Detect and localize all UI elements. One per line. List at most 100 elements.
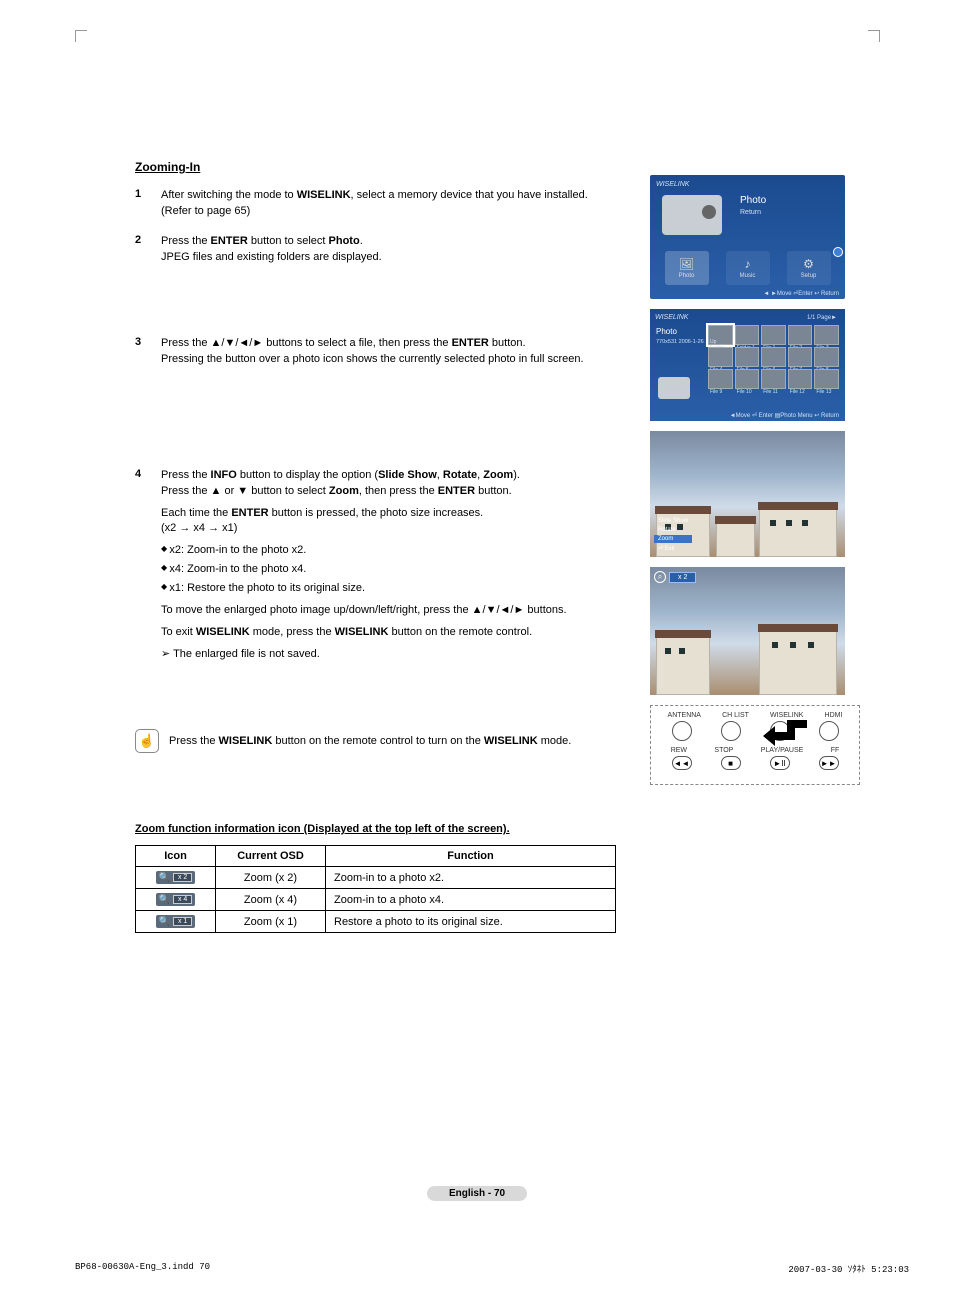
osd-zoom: Zoom bbox=[654, 535, 692, 543]
step-3: 3 Press the ▲/▼/◄/► buttons to select a … bbox=[135, 336, 605, 368]
document-meta: BP68-00630A-Eng_3.indd 70 2007-03-30 ｿﾀﾈ… bbox=[75, 1262, 909, 1275]
steps-list: 1 After switching the mode to WISELINK, … bbox=[135, 188, 605, 669]
wiselink-button bbox=[770, 721, 790, 741]
zoom-level-label: x 2 bbox=[669, 572, 696, 583]
grid-cell: Folder 1 bbox=[735, 325, 760, 345]
step-number: 2 bbox=[135, 234, 161, 266]
photo-osd-screenshot: Slide Show Rotate Zoom ⏎ Exit bbox=[650, 431, 845, 557]
label-rew: REW bbox=[671, 747, 687, 754]
zoom-indicator: ⌕ x 2 bbox=[654, 571, 696, 583]
section-title: Zooming-In bbox=[135, 160, 880, 174]
return-label: Return bbox=[740, 209, 761, 216]
step-1: 1 After switching the mode to WISELINK, … bbox=[135, 188, 605, 220]
magnifier-icon: 🔍 bbox=[159, 894, 170, 905]
list-item: x4: Zoom-in to the photo x4. bbox=[161, 562, 567, 578]
enlarged-note: The enlarged file is not saved. bbox=[161, 647, 567, 663]
grid-cell: File 7 bbox=[788, 347, 813, 367]
grid-cell: Up Folder bbox=[708, 325, 733, 345]
brand-label: WISELINK bbox=[656, 181, 839, 188]
side-meta: 770x531 2006-1-26 1/10 bbox=[656, 339, 716, 346]
photo-zoom-screenshot: ⌕ x 2 bbox=[650, 567, 845, 695]
th-func: Function bbox=[326, 846, 616, 867]
label-ff: FF bbox=[831, 747, 840, 754]
zoom-table: Icon Current OSD Function 🔍x 2 Zoom (x 2… bbox=[135, 845, 616, 933]
tile-music: ♪Music bbox=[726, 251, 770, 285]
zoom-table-title: Zoom function information icon (Displaye… bbox=[135, 823, 880, 835]
grid-cell: File 12 bbox=[788, 369, 813, 389]
camera-illustration bbox=[662, 195, 722, 235]
gear-icon: ⚙ bbox=[803, 257, 814, 271]
step-4: 4 Press the INFO button to display the o… bbox=[135, 468, 605, 669]
screenshots-column: WISELINK Photo Return 🖼Photo ♪Music ⚙Set… bbox=[650, 175, 880, 785]
rew-button: ◄◄ bbox=[672, 756, 692, 770]
pager-label: 1/1 Page► bbox=[807, 315, 837, 321]
music-icon: ♪ bbox=[745, 257, 751, 271]
zoom-icon: 🔍x 2 bbox=[156, 871, 196, 884]
stop-button: ■ bbox=[721, 756, 741, 770]
magnifier-icon: ⌕ bbox=[654, 571, 666, 583]
indd-filename: BP68-00630A-Eng_3.indd 70 bbox=[75, 1262, 210, 1275]
grid-cell: File 10 bbox=[735, 369, 760, 389]
table-row: 🔍x 1 Zoom (x 1) Restore a photo to its o… bbox=[136, 911, 616, 933]
step-number: 4 bbox=[135, 468, 161, 669]
side-title: Photo bbox=[656, 327, 677, 336]
callout-arrow-icon bbox=[761, 714, 813, 748]
list-item: x2: Zoom-in to the photo x2. bbox=[161, 543, 567, 559]
list-item: x1: Restore the photo to its original si… bbox=[161, 581, 567, 597]
grid-cell: File 1 bbox=[761, 325, 786, 345]
th-osd: Current OSD bbox=[216, 846, 326, 867]
osd-rotate: Rotate bbox=[654, 526, 692, 534]
antenna-button bbox=[672, 721, 692, 741]
zoom-icon: 🔍x 4 bbox=[156, 893, 196, 906]
remote-diagram: ANTENNA CH LIST WISELINK HDMI REW STOP P… bbox=[650, 705, 860, 785]
photo-label: Photo bbox=[740, 195, 766, 206]
grid-cell: File 8 bbox=[814, 347, 839, 367]
camera-illustration bbox=[658, 377, 690, 399]
grid-cell: File 3 bbox=[814, 325, 839, 345]
table-row: 🔍x 4 Zoom (x 4) Zoom-in to a photo x4. bbox=[136, 889, 616, 911]
osd-options: Slide Show Rotate Zoom ⏎ Exit bbox=[654, 517, 692, 553]
nav-hints: ◄Move ⏎ Enter ▤Photo Menu ↩ Return bbox=[730, 412, 839, 419]
step-body: Press the ENTER button to select Photo. … bbox=[161, 234, 382, 266]
tile-photo: 🖼Photo bbox=[665, 251, 709, 285]
chlist-button bbox=[721, 721, 741, 741]
label-stop: STOP bbox=[714, 747, 733, 754]
photo-icon: 🖼 bbox=[679, 257, 694, 271]
ff-button: ►► bbox=[819, 756, 839, 770]
label-antenna: ANTENNA bbox=[668, 712, 701, 719]
label-chlist: CH LIST bbox=[722, 712, 749, 719]
step-body: Press the INFO button to display the opt… bbox=[161, 468, 567, 669]
grid-cell: File 9 bbox=[708, 369, 733, 389]
osd-exit: ⏎ Exit bbox=[654, 544, 692, 553]
timestamp: 2007-03-30 ｿﾀﾈﾄ 5:23:03 bbox=[788, 1262, 909, 1275]
grid-cell: File 13 bbox=[814, 369, 839, 389]
step-body: After switching the mode to WISELINK, se… bbox=[161, 188, 588, 220]
grid-cell: File 2 bbox=[788, 325, 813, 345]
page-footer: English - 70 bbox=[0, 1186, 954, 1201]
step-body: Press the ▲/▼/◄/► buttons to select a fi… bbox=[161, 336, 584, 368]
photo-browser-screenshot: WISELINK 1/1 Page► Photo 770x531 2006-1-… bbox=[650, 309, 845, 421]
grid-cell: File 5 bbox=[735, 347, 760, 367]
wiselink-menu-screenshot: WISELINK Photo Return 🖼Photo ♪Music ⚙Set… bbox=[650, 175, 845, 299]
play-button: ►II bbox=[770, 756, 790, 770]
thumbnail-grid: Up Folder Folder 1 File 1 File 2 File 3 … bbox=[708, 325, 839, 389]
zoom-levels-list: x2: Zoom-in to the photo x2. x4: Zoom-in… bbox=[161, 543, 567, 597]
selection-ring-icon bbox=[833, 247, 843, 257]
osd-slide-show: Slide Show bbox=[654, 517, 692, 525]
table-row: 🔍x 2 Zoom (x 2) Zoom-in to a photo x2. bbox=[136, 867, 616, 889]
zoom-icon: 🔍x 1 bbox=[156, 915, 196, 928]
grid-cell: File 6 bbox=[761, 347, 786, 367]
step-2: 2 Press the ENTER button to select Photo… bbox=[135, 234, 605, 266]
step-number: 3 bbox=[135, 336, 161, 368]
magnifier-icon: 🔍 bbox=[159, 916, 170, 927]
grid-cell: File 11 bbox=[761, 369, 786, 389]
label-hdmi: HDMI bbox=[825, 712, 843, 719]
tile-setup: ⚙Setup bbox=[787, 251, 831, 285]
magnifier-icon: 🔍 bbox=[159, 872, 170, 883]
hdmi-button bbox=[819, 721, 839, 741]
page-content: Zooming-In 1 After switching the mode to… bbox=[75, 30, 880, 933]
th-icon: Icon bbox=[136, 846, 216, 867]
label-play: PLAY/PAUSE bbox=[761, 747, 804, 754]
hand-icon: ☝ bbox=[135, 729, 159, 753]
nav-hints: ◄ ►Move ⏎Enter ↩ Return bbox=[763, 290, 839, 297]
